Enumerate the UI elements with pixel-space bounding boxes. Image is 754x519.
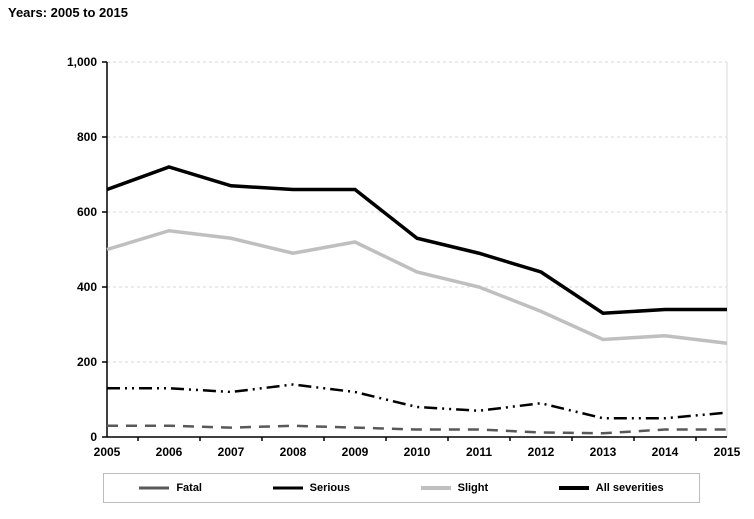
x-tick-label: 2007 xyxy=(218,445,245,459)
x-tick-label: 2006 xyxy=(156,445,183,459)
legend-item-slight: Slight xyxy=(420,482,489,494)
legend-item-all-severities: All severities xyxy=(558,482,664,494)
x-tick-label: 2013 xyxy=(590,445,617,459)
legend-label-slight: Slight xyxy=(457,482,489,494)
legend-label-all-severities: All severities xyxy=(595,482,664,494)
line-chart: 0 200 400 600 800 1,000 2005 2006 2007 2008 2009 20… xyxy=(67,55,741,459)
legend-item-fatal: Fatal xyxy=(139,482,202,494)
series-line-all-severities xyxy=(106,165,727,316)
x-tick-label: 2005 xyxy=(94,445,121,459)
y-tick-label: 800 xyxy=(77,130,97,144)
y-tick-label: 600 xyxy=(77,205,97,219)
legend-swatch-serious-icon xyxy=(272,486,303,490)
legend-item-serious: Serious xyxy=(272,482,350,494)
x-tick-label: 2010 xyxy=(404,445,431,459)
x-tick-label: 2014 xyxy=(652,445,679,459)
legend-swatch-fatal-icon xyxy=(139,486,170,490)
chart-legend: Fatal Serious Slight All severities xyxy=(103,473,700,503)
legend-swatch-all-severities-icon xyxy=(558,486,589,490)
legend-label-fatal: Fatal xyxy=(176,482,202,494)
y-tick-label: 0 xyxy=(90,430,97,444)
x-tick-label: 2012 xyxy=(528,445,555,459)
legend-label-serious: Serious xyxy=(309,482,350,494)
legend-swatch-slight-icon xyxy=(420,486,451,490)
x-tick-label: 2008 xyxy=(280,445,307,459)
x-tick-label: 2009 xyxy=(342,445,369,459)
y-tick-label: 1,000 xyxy=(67,55,97,69)
y-tick-label: 200 xyxy=(77,355,97,369)
y-tick-label: 400 xyxy=(77,280,97,294)
chart-title: Years: 2005 to 2015 xyxy=(8,5,128,20)
x-tick-label: 2011 xyxy=(466,445,492,459)
series-line-slight xyxy=(106,228,728,345)
x-tick-label: 2015 xyxy=(714,445,741,459)
series-line-serious xyxy=(107,383,728,420)
series-line-fatal xyxy=(107,424,727,435)
